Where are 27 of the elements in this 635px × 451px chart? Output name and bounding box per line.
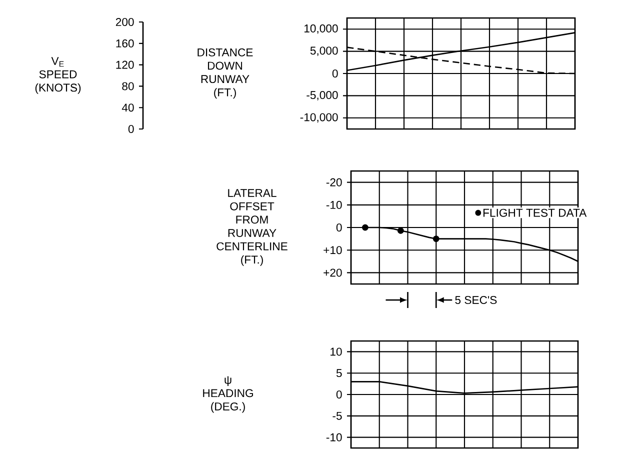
y-tick-label: 0 — [336, 224, 342, 232]
y-tick-label: -20 — [326, 178, 342, 186]
y-tick-label: -10,000 — [300, 113, 338, 123]
y-tick-label: 5,000 — [310, 46, 338, 56]
y2-tick-label: 40 — [122, 104, 134, 112]
y-tick-label: 5 — [336, 369, 342, 378]
y2-tick-label: 200 — [116, 18, 134, 26]
y-axis-title: LATERAL OFFSET FROM RUNWAY CENTERLINE (FT.) — [216, 189, 288, 266]
y-tick-label: 10 — [330, 348, 342, 356]
y-tick-label: 10,000 — [304, 24, 338, 34]
y-tick-label: 0 — [332, 70, 338, 78]
y-tick-label: +10 — [324, 246, 342, 254]
y-tick-label: -10 — [326, 200, 342, 209]
text: 5 SEC'S — [455, 296, 497, 304]
y-tick-label: +20 — [324, 268, 342, 277]
y-tick-label: -5,000 — [306, 91, 338, 100]
legend-label: FLIGHT TEST DATA — [483, 208, 587, 217]
y-tick-label: -5 — [332, 412, 342, 420]
y-axis-title: DISTANCE DOWN RUNWAY (FT.) — [198, 48, 253, 99]
y-tick-label: 0 — [336, 390, 342, 399]
y2-tick-label: 160 — [116, 39, 134, 48]
y2-tick-label: 0 — [128, 125, 134, 134]
y2-axis-title: V$_{E}$ SPEED (KNOTS) — [35, 57, 81, 94]
y2-tick-label: 120 — [116, 60, 134, 69]
y2-tick-label: 80 — [122, 82, 134, 90]
y-axis-title: ψ HEADING (DEG.) — [203, 376, 253, 413]
y-tick-label: -10 — [326, 433, 342, 442]
